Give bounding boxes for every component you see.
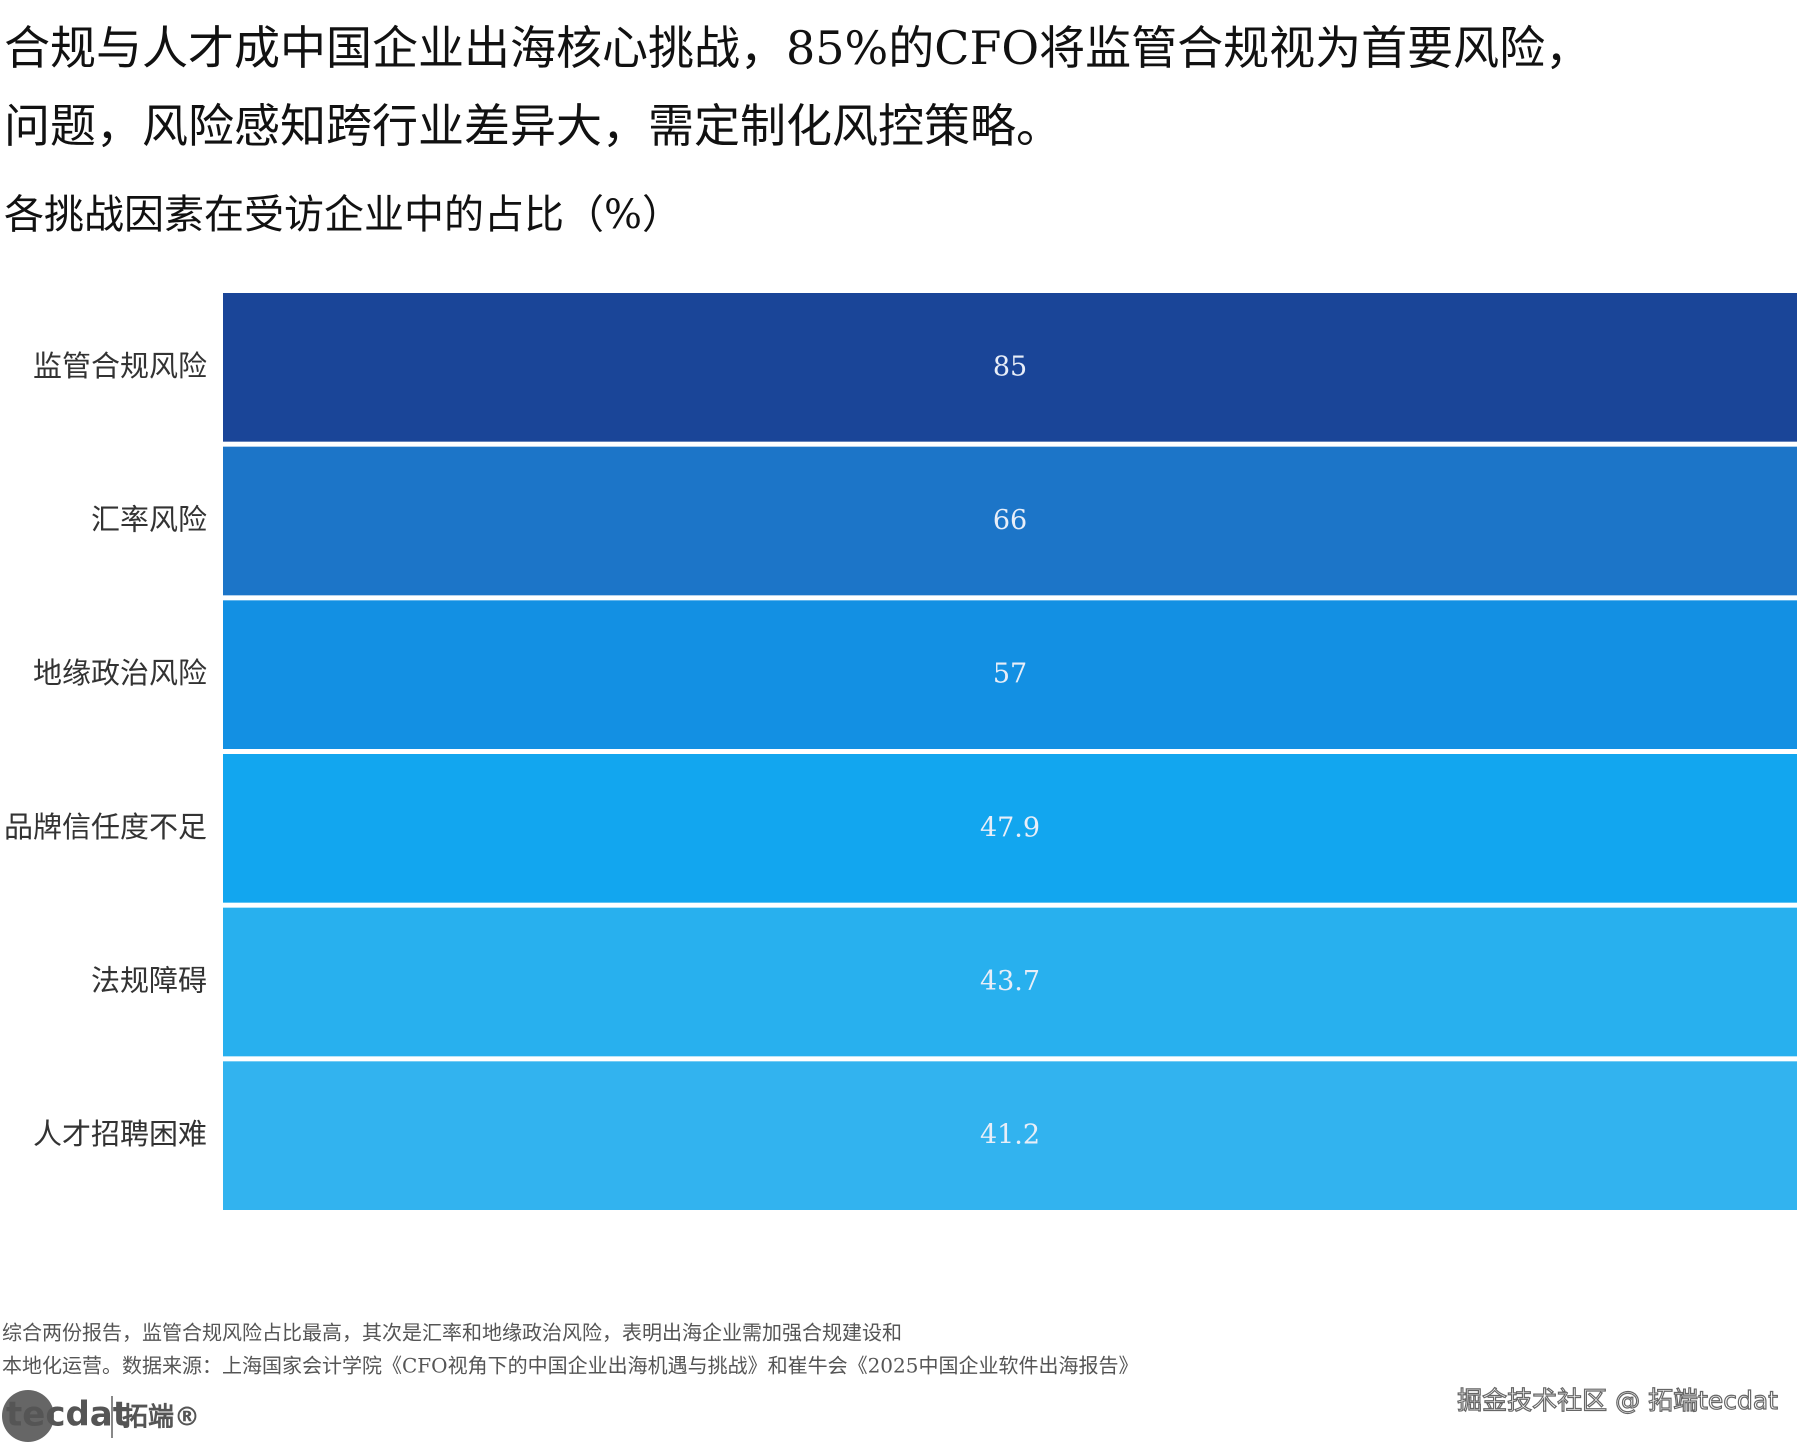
logo-text: 拓端® <box>122 1403 200 1433</box>
value-label: 57 <box>993 659 1027 690</box>
value-label: 85 <box>993 351 1027 382</box>
logo-circle <box>2 1390 54 1442</box>
note: 本地化运营。数据来源：上海国家会计学院《CFO视角下的中国企业出海机遇与挑战》和… <box>2 1354 1138 1378</box>
heatmap-cell <box>223 1061 1797 1210</box>
value-label: 47.9 <box>980 812 1040 843</box>
chart-title: 问题，风险感知跨行业差异大，需定制化风控策略。 <box>4 99 1062 153</box>
y-tick-label: 汇率风险 <box>91 503 207 537</box>
value-label: 66 <box>993 505 1027 536</box>
y-tick-label: 人才招聘困难 <box>33 1117 207 1151</box>
heatmap-cell <box>223 754 1797 903</box>
value-label: 43.7 <box>980 966 1040 997</box>
chart-title: 合规与人才成中国企业出海核心挑战，85%的CFO将监管合规视为首要风险， <box>4 21 1591 75</box>
heatmap-cell <box>223 600 1797 749</box>
y-tick-label: 品牌信任度不足 <box>4 810 207 844</box>
heatmap-cell <box>223 446 1797 596</box>
y-tick-label: 法规障碍 <box>91 964 207 998</box>
heatmap-cell <box>223 907 1797 1057</box>
value-label: 41.2 <box>980 1120 1040 1151</box>
y-tick-label: 地缘政治风险 <box>33 656 207 690</box>
chart-subtitle: 各挑战因素在受访企业中的占比（%） <box>4 192 682 238</box>
heatmap-cell <box>223 293 1797 442</box>
watermark: 掘金技术社区 @ 拓端tecdat <box>1457 1386 1778 1415</box>
logo-text: tecdat <box>6 1395 129 1435</box>
y-tick-label: 监管合规风险 <box>33 349 207 383</box>
note: 综合两份报告，监管合规风险占比最高，其次是汇率和地缘政治风险，表明出海企业需加强… <box>2 1321 902 1345</box>
